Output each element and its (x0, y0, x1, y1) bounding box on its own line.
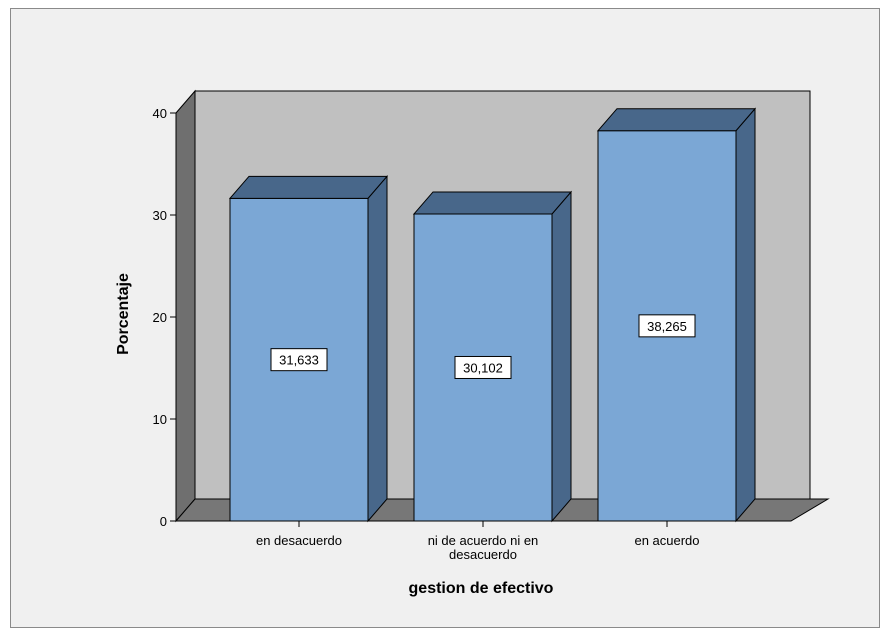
chart-side-wall (175, 89, 196, 523)
bar-top (228, 175, 389, 199)
bar-side (551, 190, 572, 523)
chart-frame: 0 10 20 30 40 31,633 30,102 38,265 en desacuer… (10, 8, 880, 628)
x-category-label: ni de acuerdo ni en (428, 533, 539, 548)
y-axis-title: Porcentaje (115, 273, 132, 355)
bar-chart: 0 10 20 30 40 31,633 30,102 38,265 en desacuer… (115, 89, 830, 597)
x-category-label: en acuerdo (634, 533, 699, 548)
y-tick-label: 10 (153, 412, 167, 427)
bar-top (596, 108, 757, 132)
data-label-box (638, 314, 696, 338)
data-label-box (270, 348, 328, 372)
x-axis-title: gestion de efectivo (409, 580, 554, 597)
bar-side (367, 174, 388, 523)
bars: 31,633 30,102 38,265 (228, 107, 757, 523)
y-tick-label: 20 (153, 310, 167, 325)
x-axis-categories: en desacuerdo ni de acuerdo ni endesacuer… (256, 521, 700, 562)
y-tick-label: 30 (153, 208, 167, 223)
bar-top (412, 191, 573, 215)
data-label: 31,633 (279, 353, 319, 368)
x-category-label: desacuerdo (449, 547, 517, 562)
bar-side (735, 107, 756, 523)
bar: 30,102 (412, 190, 573, 523)
bar: 31,633 (228, 174, 389, 523)
y-tick-label: 40 (153, 106, 167, 121)
data-label: 30,102 (463, 360, 503, 375)
x-category-label: en desacuerdo (256, 533, 342, 548)
data-label-box (454, 355, 512, 379)
y-axis: 0 10 20 30 40 (153, 106, 177, 529)
bar: 38,265 (596, 107, 757, 523)
data-label: 38,265 (647, 319, 687, 334)
y-tick-label: 0 (160, 514, 167, 529)
